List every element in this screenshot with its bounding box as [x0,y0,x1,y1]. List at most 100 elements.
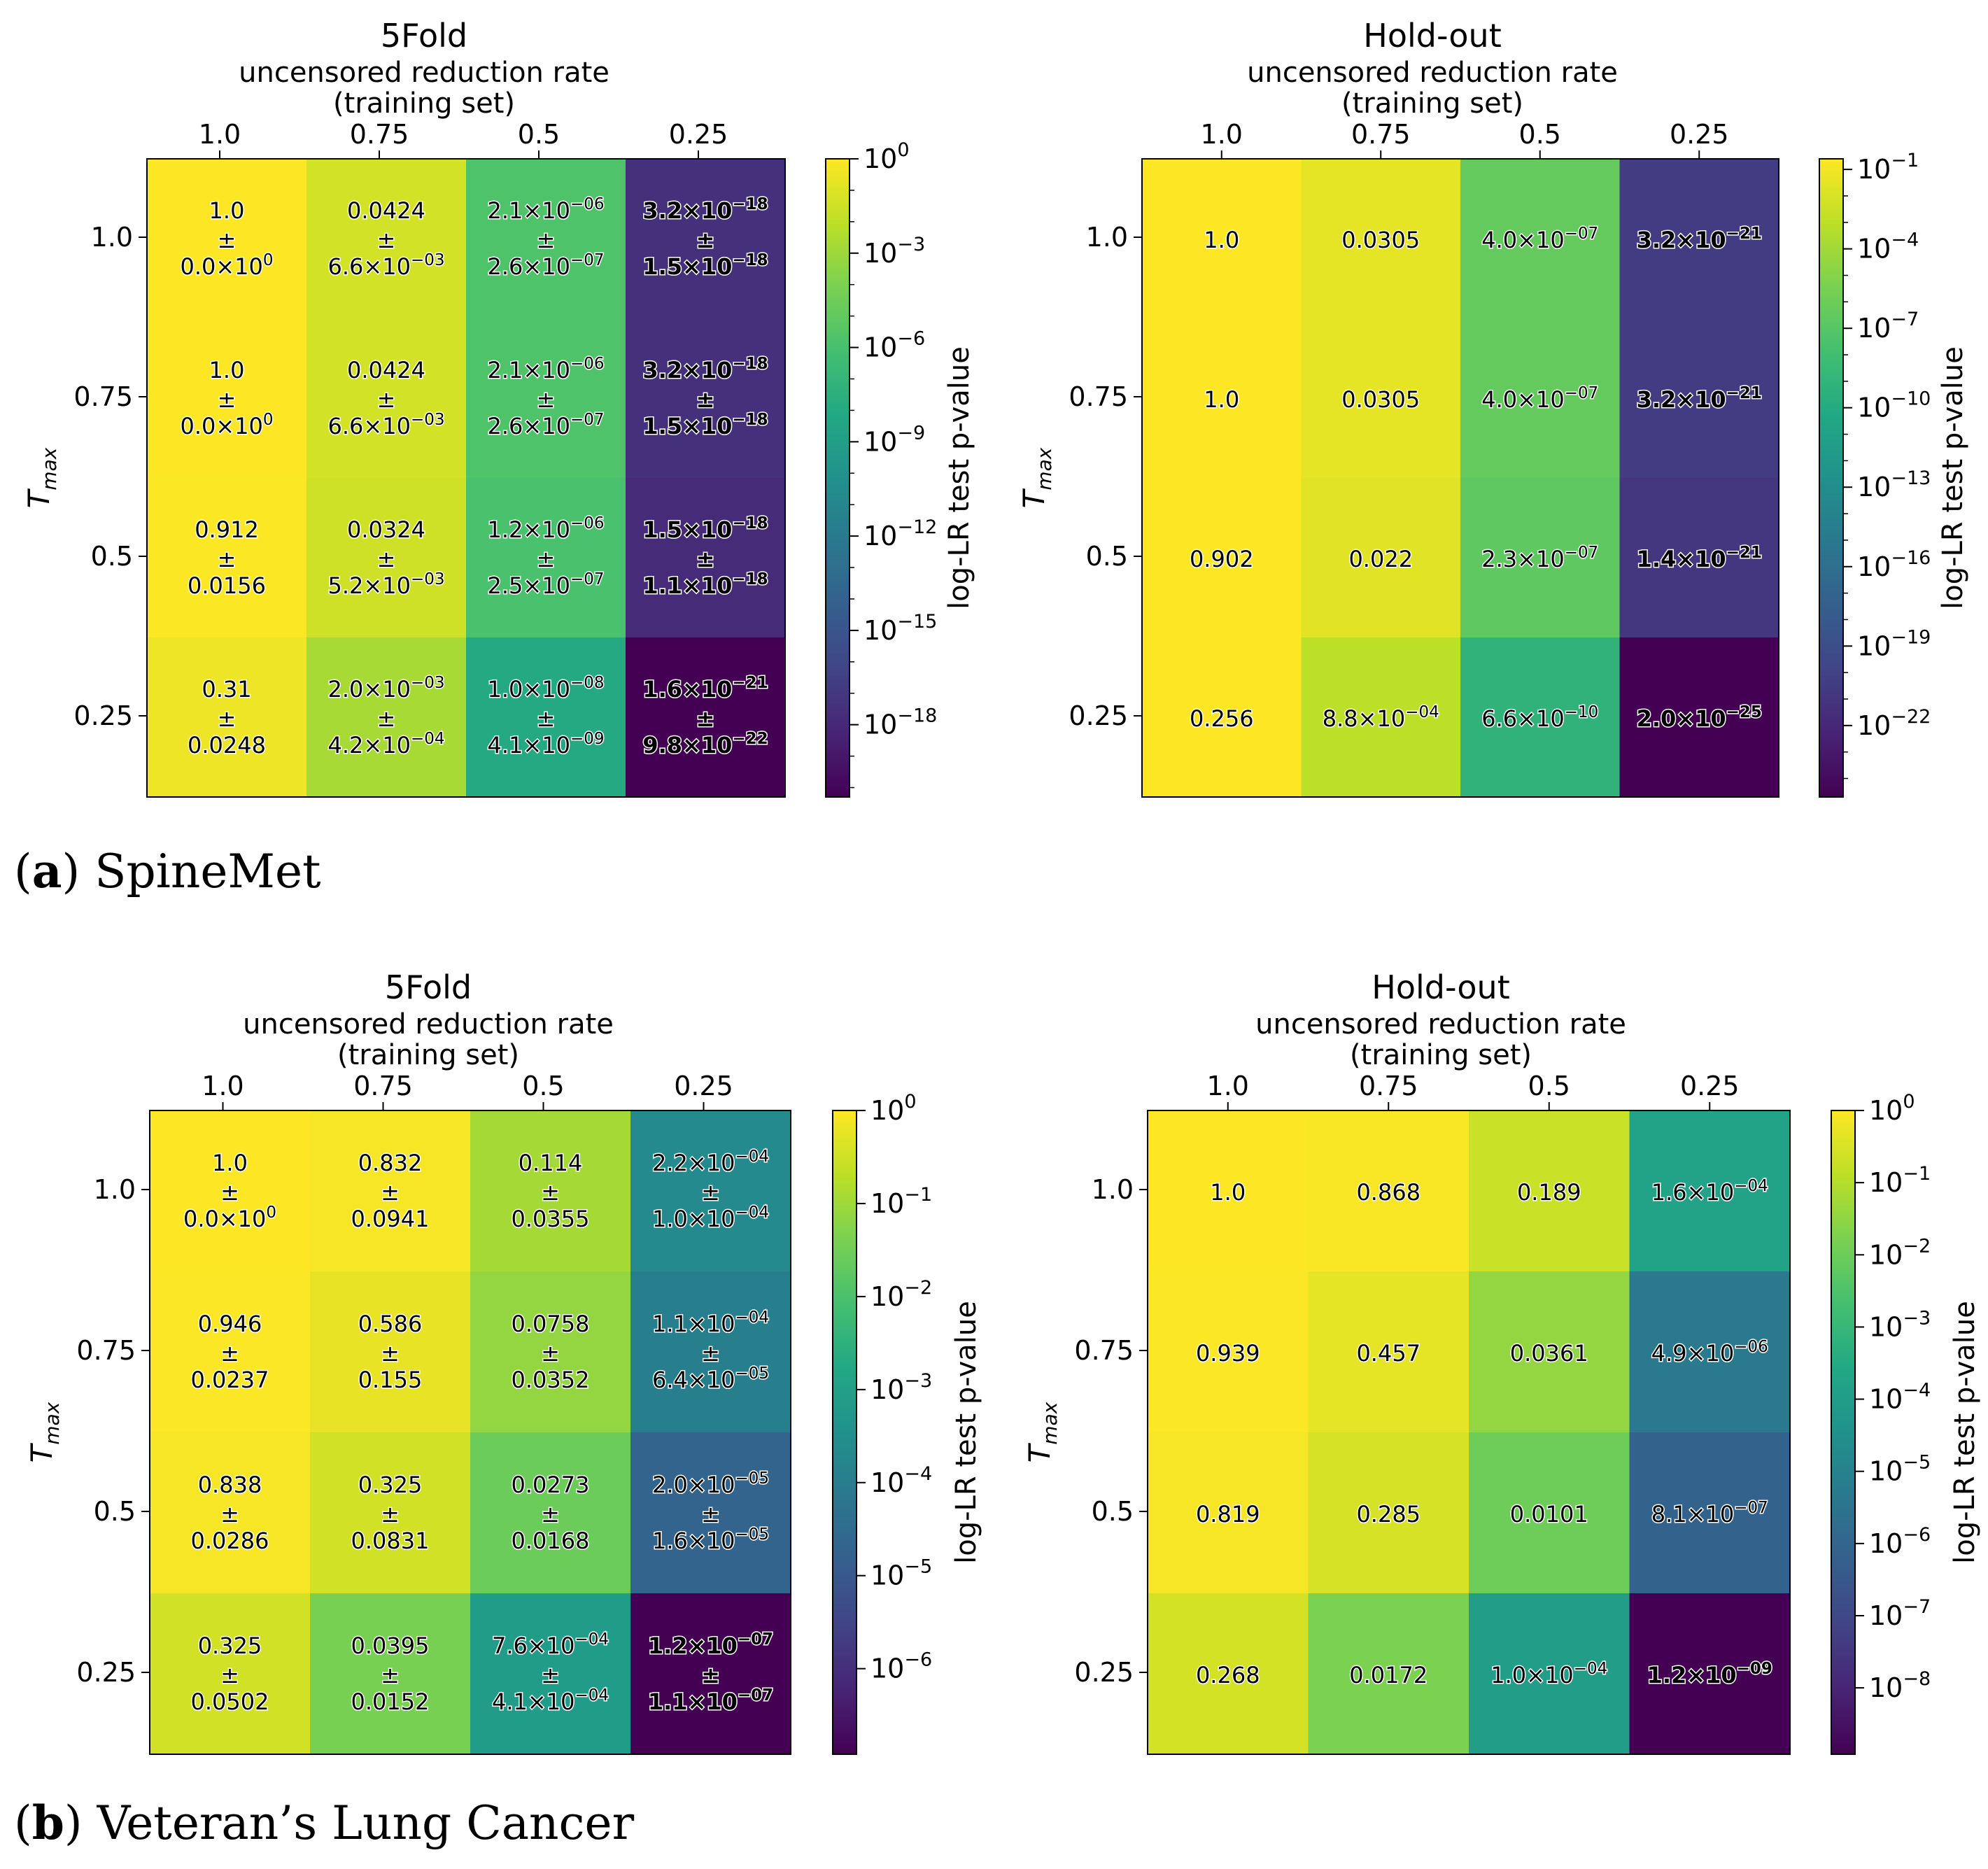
y-tick-label: 0.75 [1069,381,1128,412]
heatmap-cell [1142,637,1302,798]
cell-value-label: ± [381,1340,400,1367]
heatmap-cell [1148,1432,1309,1594]
chart-title: Hold-out [1363,17,1502,55]
cell-value-label: ± [220,1340,239,1367]
heatmap-cell [150,1593,311,1755]
heatmap-cell [306,637,467,798]
heatmap-cell [1460,318,1620,479]
heatmap-cell [630,1110,791,1272]
x-axis-label: uncensored reduction rate [243,1008,614,1041]
cell-value-label: 0.0424 [347,197,425,224]
chart-title: 5Fold [381,17,467,55]
heatmap-cell [1460,478,1620,638]
cell-value-label: 0.457 [1356,1340,1420,1367]
colorbar-tick-label: 10−6 [870,1649,932,1684]
heatmap-cell [1301,159,1461,319]
cell-value-label: ± [701,1340,720,1367]
cell-value-label: 1.1×10−18​ [642,570,768,599]
colorbar-tick-label: 10−3 [1869,1307,1931,1342]
cell-value-label: ± [377,705,396,732]
cell-value-label: 5.2×10−03​ [328,570,445,599]
x-axis-label: uncensored reduction rate [239,57,609,89]
colorbar-tick-label: 10−9 [863,422,925,457]
colorbar-label: log-LR test p-value [943,346,975,609]
x-axis-label: uncensored reduction rate [1247,57,1618,89]
heatmap-cell [150,1110,311,1272]
cell-value-label: 0.0101 [1510,1501,1588,1528]
y-tick-label: 0.5 [91,541,133,572]
heatmap-a-5fold: 1.0 ±0.0×100​ 0.0424 ±6.6×10−03​ 2.1×10−06​ ±… [22,17,975,798]
x-tick-label: 0.5 [518,119,560,150]
cell-value-label: ± [696,705,715,732]
cell-value-label: ± [541,1662,560,1688]
cell-value-label: 1.6×10−05​ [652,1525,769,1554]
cell-value-label: 9.8×10−22​ [642,730,768,759]
cell-value-label: ± [381,1662,400,1688]
cell-value-label: 1.2×10−09​ [1647,1660,1772,1688]
cell-value-label: 2.1×10−06​ [488,355,605,383]
cell-value-label: ± [696,227,715,253]
colorbar-tick-label: 10−15 [863,611,937,646]
heatmap-cell [1142,159,1302,319]
y-tick-label: 0.5 [1086,541,1128,572]
colorbar [832,1110,857,1755]
heatmap-cell [466,637,626,798]
cell-value-label: 4.2×10−04​ [328,730,445,759]
y-tick-label: 1.0 [94,1174,136,1205]
caption-b-text: Veteran’s Lung Cancer [97,1796,635,1850]
y-tick-label: 0.75 [76,1335,136,1366]
cell-value-label: 0.0273 [512,1472,590,1498]
heatmap-cell [1301,637,1461,798]
cell-value-label: ± [541,1179,560,1206]
cell-value-label: 2.0×10−05​ [652,1469,769,1498]
cell-value-label: 2.6×10−07​ [488,251,605,280]
y-tick-label: 0.25 [76,1657,136,1688]
heatmap-cell [1469,1110,1630,1272]
caption-a-text: SpineMet [94,845,320,898]
x-tick-label: 1.0 [1201,119,1243,150]
cell-value-label: 0.0156 [188,572,266,599]
cell-value-label: 1.2×10−07​ [648,1630,773,1659]
cell-value-label: 0.0286 [191,1528,269,1554]
colorbar-tick-label: 10−7 [1857,309,1919,344]
x-axis-label: (training set) [1350,1039,1532,1071]
cell-value-label: ± [218,705,237,732]
colorbar-tick-label: 10−1 [1857,150,1919,185]
heatmap-cell [1619,318,1779,479]
cell-value-label: 0.285 [1356,1501,1420,1528]
cell-value-label: ± [701,1501,720,1528]
cell-value-label: 2.2×10−04​ [652,1148,769,1176]
heatmap-cell [150,1271,311,1433]
cell-value-label: 6.4×10−05​ [652,1364,769,1393]
heatmap-panels: 1.0 ±0.0×100​ 0.0424 ±6.6×10−03​ 2.1×10−06​ ±… [22,17,1981,1755]
cell-value-label: 0.0168 [512,1528,590,1554]
cell-value-label: 2.0×10−25​ [1637,703,1762,732]
heatmap-cell [1308,1432,1469,1594]
plot-frame [149,1110,791,1755]
y-tick-label: 0.25 [73,700,133,731]
cell-value-label: 1.0 [209,357,245,383]
cell-value-label: 0.0758 [512,1311,590,1337]
cell-value-label: ± [541,1340,560,1367]
cell-value-label: 1.2×10−06​ [488,514,605,543]
y-tick-label: 0.5 [94,1496,136,1527]
heatmap-cell [1469,1593,1630,1755]
cell-value-label: 0.268 [1196,1662,1260,1688]
heatmap-cell [147,478,307,638]
colorbar-label: log-LR test p-value [950,1301,982,1564]
cell-value-label: 0.0831 [351,1528,430,1554]
cell-value-label: 4.0×10−07​ [1481,384,1598,413]
cell-value-label: 0.868 [1356,1179,1420,1206]
plot-frame [146,158,786,798]
colorbar-tick-label: 10−1 [1869,1163,1931,1198]
heatmap-cell [626,637,786,798]
heatmap-cell [1629,1432,1791,1594]
x-tick-label: 1.0 [202,1071,244,1101]
cell-value-label: 1.0 [1204,227,1239,253]
heatmap-cell [470,1110,631,1272]
cell-value-label: 0.0172 [1349,1662,1427,1688]
x-axis-label: (training set) [1341,87,1523,120]
cell-value-label: ± [537,227,556,253]
cell-value-label: 0.0×100​ [183,1204,276,1232]
colorbar-tick-label: 10−5 [870,1556,932,1591]
